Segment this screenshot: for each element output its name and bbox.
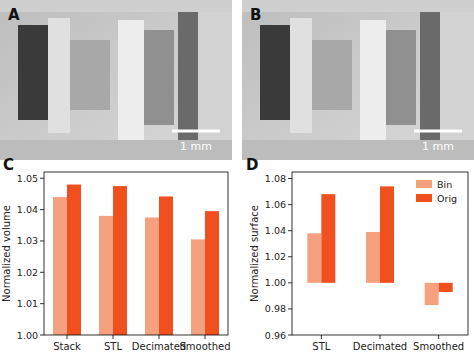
bar [191,239,205,335]
bar [366,232,380,283]
y-tick-label: 0.96 [265,330,286,341]
y-tick-label: 0.98 [265,303,286,314]
bar [145,217,159,335]
bar [425,283,439,305]
y-tick [288,230,292,231]
y-tick-label: 1.05 [17,173,38,184]
y-tick-label: 1.02 [17,267,38,278]
scale-bar-label: 1 mm [422,140,454,153]
y-tick-label: 1.00 [17,330,38,341]
figure: A 1 mm B 1 mm 1.00 1.01 1.02 1.03 1.04 1.05 Normal… [0,0,474,361]
y-tick [288,256,292,257]
y-axis-label: Normalized volume [1,205,12,302]
ceiling [0,0,232,12]
wall [312,40,352,110]
y-tick [40,240,44,241]
y-tick-label: 1.01 [17,298,38,309]
y-tick-label: 1.03 [17,235,38,246]
floor [242,140,474,160]
y-tick [288,335,292,336]
x-tick [113,335,114,339]
plot-frame [44,172,228,335]
scale-bar-label: 1 mm [180,140,212,153]
wall [144,30,174,125]
x-tick [159,335,160,339]
chart: 0.96 0.98 1.00 1.02 1.04 1.06 1.08 Normalized s… [246,156,468,352]
legend-label: Bin [437,179,452,190]
opening [178,8,198,148]
x-tick-label: Stack [53,341,81,352]
chart: 1.00 1.01 1.02 1.03 1.04 1.05 Normalized volum… [1,156,231,352]
y-tick-label: 1.02 [265,251,286,262]
wall [386,30,416,125]
bars [53,185,219,335]
panel-label: D [246,156,258,174]
bar [307,233,321,283]
y-tick [40,209,44,210]
bar [67,185,81,335]
y-tick [40,335,44,336]
y-tick [288,308,292,309]
x-tick [438,335,439,339]
image-panel: B 1 mm [242,0,474,160]
floor [0,140,232,160]
x-tick-label: Smoothed [413,341,464,352]
opening [420,8,440,148]
y-tick [288,282,292,283]
y-axis-label: Normalized surface [249,205,260,302]
bars [307,186,452,305]
opening [260,25,290,120]
bar [380,186,394,282]
image-background [242,0,474,160]
x-tick-label: Decimated [353,341,407,352]
legend-label: Orig [437,193,457,204]
pillar [360,20,386,140]
x-tick [205,335,206,339]
scale-bar [172,130,220,133]
x-tick [67,335,68,339]
bar [205,211,219,335]
y-tick [288,178,292,179]
wall [70,40,110,110]
ceiling [242,0,474,12]
legend: Bin Orig [416,179,457,204]
x-tick-label: STL [104,341,122,352]
legend-swatch [416,180,432,188]
panel-label: B [250,6,261,24]
pillar [290,18,312,133]
bar [113,186,127,335]
y-tick [40,178,44,179]
plot-frame [292,172,468,335]
bar [53,197,67,335]
panel-label: A [8,6,20,24]
x-tick-label: STL [312,341,330,352]
y-tick [40,303,44,304]
y-tick-label: 1.04 [265,225,286,236]
opening [18,25,48,120]
x-tick-label: Decimated [132,341,186,352]
y-tick [40,272,44,273]
bar [439,283,453,292]
image-panel: A 1 mm [0,0,232,160]
image-background [0,0,232,160]
pillar [48,18,70,133]
y-tick-label: 1.00 [265,277,286,288]
x-tick [380,335,381,339]
y-tick [288,204,292,205]
legend-swatch [416,194,432,202]
wall [198,0,232,160]
bar [159,196,173,335]
scale-bar [414,130,462,133]
y-tick-label: 1.08 [265,173,286,184]
panel-label: C [3,156,14,174]
wall [440,0,474,160]
bar [99,216,113,335]
x-tick [321,335,322,339]
pillar [118,20,144,140]
x-tick-label: Smoothed [179,341,230,352]
bar [321,194,335,283]
y-tick-label: 1.04 [17,204,38,215]
y-tick-label: 1.06 [265,199,286,210]
